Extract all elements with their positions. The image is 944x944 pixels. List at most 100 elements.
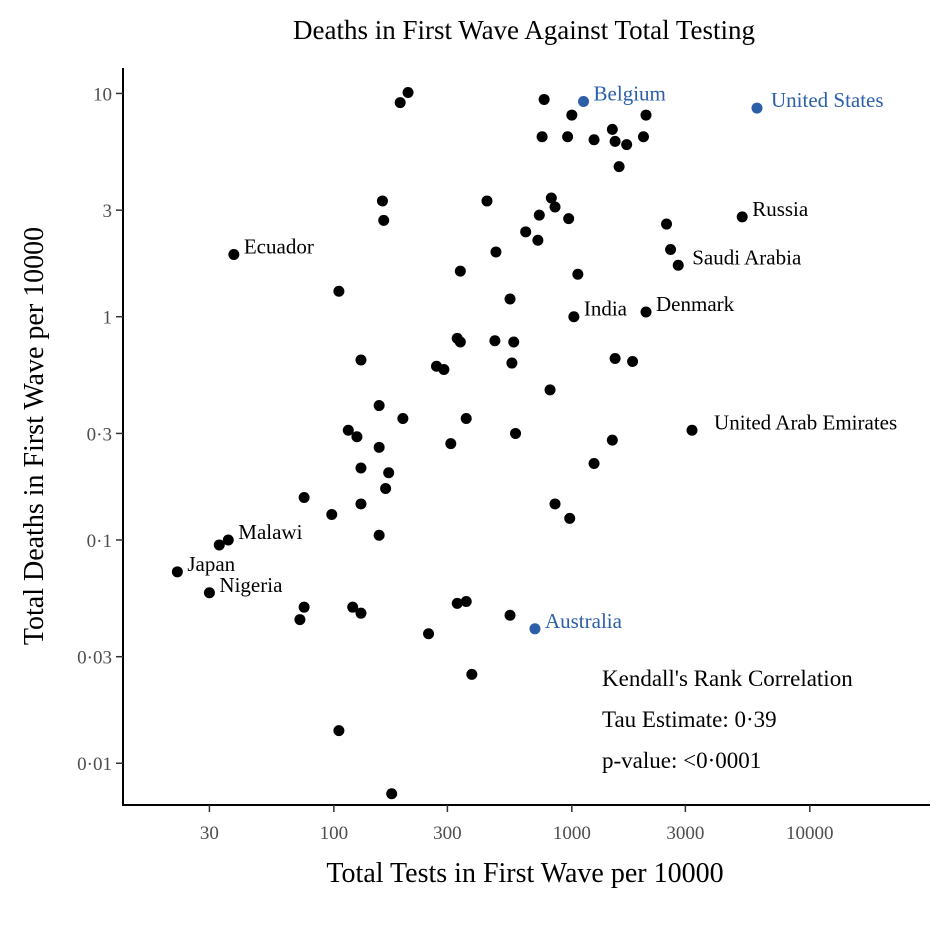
data-point-russia	[736, 211, 748, 223]
data-point	[544, 384, 556, 396]
data-point	[213, 539, 225, 551]
data-point	[402, 86, 414, 98]
data-point	[609, 135, 621, 147]
data-point	[378, 214, 390, 226]
data-point-united-states	[751, 102, 763, 114]
data-point	[563, 213, 575, 225]
data-point	[355, 498, 367, 510]
data-point	[355, 462, 367, 474]
data-point	[333, 285, 345, 297]
data-point	[621, 139, 633, 151]
data-point	[609, 352, 621, 364]
data-point	[373, 400, 385, 412]
data-point	[504, 609, 516, 621]
data-point	[397, 412, 409, 424]
data-point	[533, 209, 545, 221]
y-tick-label: 1	[103, 308, 113, 329]
data-point-nigeria	[203, 587, 215, 599]
data-point	[661, 218, 673, 230]
data-point-belgium	[578, 96, 590, 108]
data-point	[373, 441, 385, 453]
data-point	[466, 668, 478, 680]
data-point	[545, 192, 557, 204]
y-tick-label: 3	[103, 201, 113, 222]
correlation-annotation: Kendall's Rank Correlation Tau Estimate:…	[602, 666, 853, 773]
points-layer	[171, 86, 763, 800]
data-point-malawi	[222, 534, 234, 546]
data-point	[510, 427, 522, 439]
data-point	[490, 246, 502, 258]
point-label-india: India	[584, 297, 628, 321]
point-label-united-states: United States	[771, 88, 884, 112]
point-label-belgium: Belgium	[594, 82, 666, 106]
y-tick-label: 10	[93, 84, 112, 105]
point-label-denmark: Denmark	[656, 292, 735, 316]
x-axis-title: Total Tests in First Wave per 10000	[326, 858, 723, 889]
point-label-saudi-arabia: Saudi Arabia	[692, 245, 802, 269]
y-tick-label: 0·3	[87, 424, 112, 445]
x-tick-label: 10000	[786, 823, 834, 844]
data-point-saudi-arabia	[672, 259, 684, 271]
data-point	[355, 607, 367, 619]
point-label-nigeria: Nigeria	[219, 573, 283, 597]
x-tick-label: 100	[320, 823, 349, 844]
data-point	[438, 364, 450, 376]
data-point	[572, 268, 584, 280]
data-point	[549, 498, 561, 510]
data-point	[347, 601, 359, 613]
y-tick-label: 0·1	[87, 531, 112, 552]
data-point	[380, 483, 392, 495]
point-label-japan: Japan	[187, 552, 235, 576]
data-point-japan	[171, 566, 183, 578]
data-point	[298, 491, 310, 503]
data-point	[504, 293, 516, 305]
data-point	[562, 131, 574, 143]
data-point	[613, 161, 625, 173]
y-tick-label: 0·01	[77, 754, 112, 775]
data-point	[355, 354, 367, 366]
data-point	[333, 725, 345, 737]
data-point	[566, 109, 578, 121]
data-point	[386, 788, 398, 800]
data-point	[326, 509, 338, 521]
x-tick-label: 300	[433, 823, 462, 844]
y-axis-title: Total Deaths in First Wave per 10000	[19, 227, 50, 645]
data-point	[383, 467, 395, 479]
data-point-denmark	[640, 306, 652, 318]
data-point	[294, 614, 306, 626]
data-point	[606, 123, 618, 135]
data-point	[508, 336, 520, 348]
data-point	[532, 234, 544, 246]
point-label-malawi: Malawi	[238, 520, 302, 544]
data-point	[536, 131, 548, 143]
data-point	[423, 628, 435, 640]
data-point-ecuador	[228, 248, 240, 260]
data-point	[564, 512, 576, 524]
annotation-line-2: Tau Estimate: 0·39	[602, 707, 777, 732]
data-point	[606, 434, 618, 446]
y-tick-label: 0·03	[77, 648, 112, 669]
data-point	[454, 336, 466, 348]
data-point-india	[568, 311, 580, 323]
annotation-line-1: Kendall's Rank Correlation	[602, 666, 853, 691]
data-point	[342, 424, 354, 436]
point-label-russia: Russia	[752, 197, 809, 221]
data-point	[394, 97, 406, 109]
x-tick-label: 3000	[666, 823, 704, 844]
data-point-australia	[529, 623, 541, 635]
data-point	[588, 134, 600, 146]
data-point	[454, 265, 466, 277]
annotation-line-3: p-value: <0·0001	[602, 748, 761, 773]
data-point	[637, 131, 649, 143]
data-point	[481, 195, 493, 207]
data-point	[376, 195, 388, 207]
data-point	[506, 357, 518, 369]
point-label-ecuador: Ecuador	[244, 234, 314, 258]
data-point	[460, 596, 472, 608]
point-label-australia: Australia	[545, 609, 623, 633]
data-point	[520, 226, 532, 238]
data-point	[460, 412, 472, 424]
x-tick-label: 30	[200, 823, 219, 844]
point-labels-layer: Belgium United States Australia Ecuador Russ…	[187, 82, 897, 633]
